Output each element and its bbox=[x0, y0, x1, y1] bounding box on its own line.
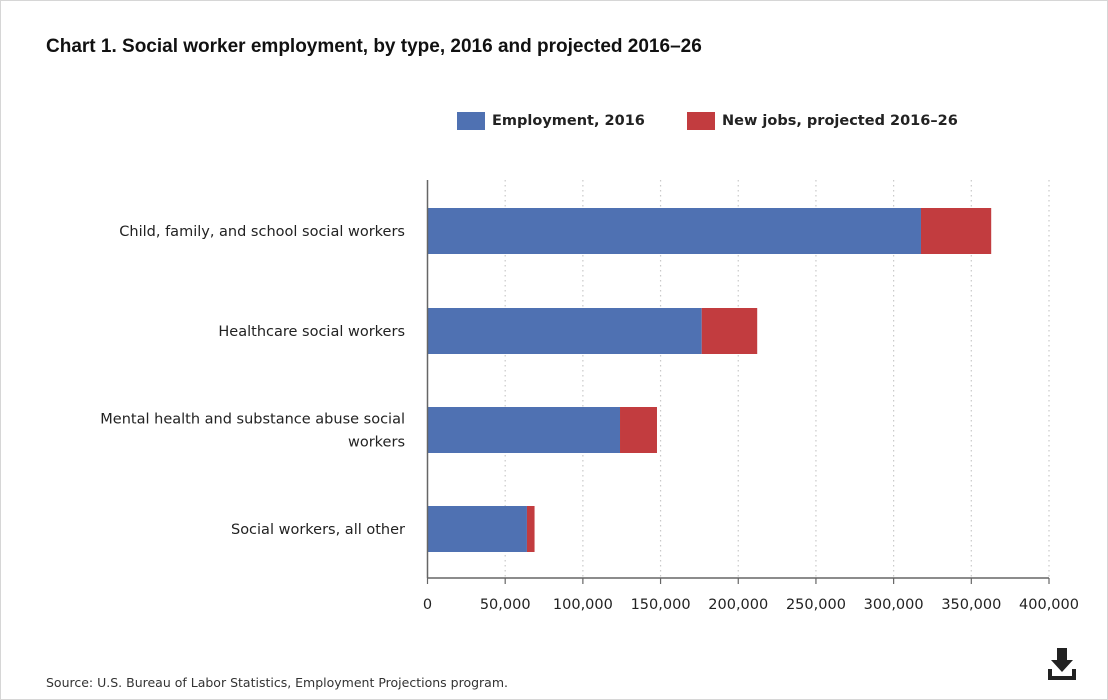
source-note: Source: U.S. Bureau of Labor Statistics,… bbox=[46, 675, 508, 690]
category-label-2: Mental health and substance abuse social… bbox=[100, 412, 405, 451]
x-tick-label-4: 200,000 bbox=[708, 597, 768, 613]
bar-employment-2016-3[interactable] bbox=[427, 506, 527, 552]
chart-title: Chart 1. Social worker employment, by ty… bbox=[46, 36, 702, 57]
category-label-1: Healthcare social workers bbox=[218, 324, 405, 340]
x-tick-label-7: 350,000 bbox=[941, 597, 1001, 613]
x-tick-label-5: 250,000 bbox=[786, 597, 846, 613]
x-tick-label-8: 400,000 bbox=[1019, 597, 1079, 613]
category-label-3: Social workers, all other bbox=[231, 522, 405, 538]
category-label-0: Child, family, and school social workers bbox=[119, 224, 405, 240]
x-tick-label-6: 300,000 bbox=[864, 597, 924, 613]
x-tick-label-1: 50,000 bbox=[480, 597, 531, 613]
bar-employment-2016-1[interactable] bbox=[427, 308, 702, 354]
download-icon bbox=[1048, 648, 1076, 680]
bar-new-jobs-1[interactable] bbox=[701, 308, 758, 354]
legend-item-new-jobs[interactable]: New jobs, projected 2016–26 bbox=[687, 111, 958, 131]
legend-label-employment-2016: Employment, 2016 bbox=[492, 113, 645, 129]
legend-swatch-employment-2016 bbox=[457, 112, 485, 130]
bar-employment-2016-0[interactable] bbox=[427, 208, 921, 254]
legend-label-new-jobs: New jobs, projected 2016–26 bbox=[722, 113, 958, 129]
bar-new-jobs-3[interactable] bbox=[526, 506, 535, 552]
legend-swatch-new-jobs bbox=[687, 112, 715, 130]
x-tick-label-0: 0 bbox=[423, 597, 432, 613]
bar-new-jobs-2[interactable] bbox=[620, 407, 657, 453]
bar-employment-2016-2[interactable] bbox=[427, 407, 621, 453]
x-tick-label-2: 100,000 bbox=[553, 597, 613, 613]
bar-new-jobs-0[interactable] bbox=[920, 208, 992, 254]
x-tick-label-3: 150,000 bbox=[631, 597, 691, 613]
download-button[interactable] bbox=[1044, 644, 1084, 684]
legend-item-employment-2016[interactable]: Employment, 2016 bbox=[457, 111, 645, 131]
